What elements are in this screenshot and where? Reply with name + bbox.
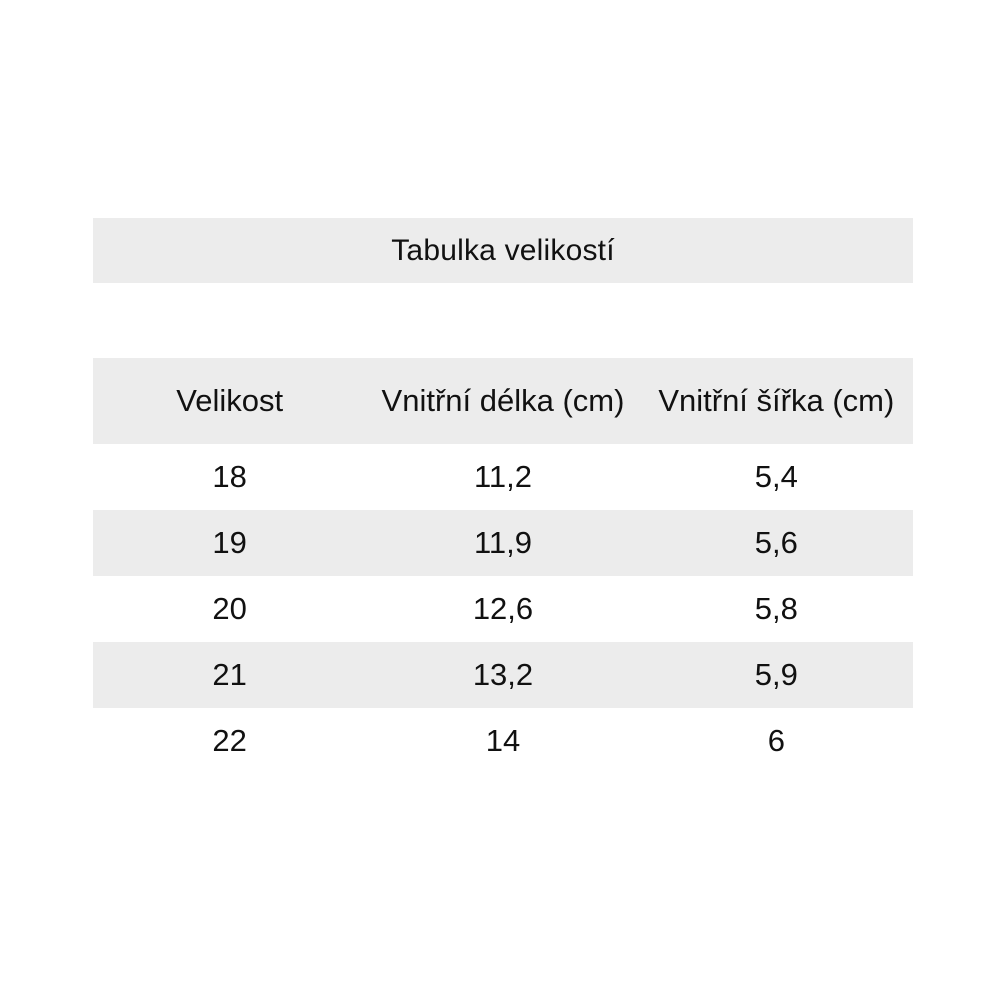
table-cell-length: 11,2 — [473, 459, 533, 494]
table-cell-length: 11,9 — [473, 525, 533, 560]
column-header-vnitrni-sirka: Vnitřní šířka (cm) — [658, 383, 895, 418]
table-row: 22 14 6 — [93, 708, 913, 774]
table-cell-size: 22 — [212, 723, 247, 758]
table-cell-size: 19 — [212, 525, 247, 560]
table-header-row: Velikost Vnitřní délka (cm) Vnitřní šířk… — [93, 358, 913, 444]
table-cell-width: 5,6 — [754, 525, 798, 560]
table-title-banner: Tabulka velikostí — [93, 218, 913, 283]
table-title: Tabulka velikostí — [391, 233, 615, 267]
table-cell-size: 21 — [212, 657, 247, 692]
table-cell-width: 5,4 — [754, 459, 798, 494]
table-row: 20 12,6 5,8 — [93, 576, 913, 642]
table-row: 18 11,2 5,4 — [93, 444, 913, 510]
table-cell-width: 5,9 — [754, 657, 798, 692]
table-cell-width: 5,8 — [754, 591, 798, 626]
size-table: Tabulka velikostí Velikost Vnitřní délka… — [93, 218, 913, 774]
table-cell-width: 6 — [767, 723, 785, 758]
table-cell-size: 18 — [212, 459, 247, 494]
title-header-gap — [93, 283, 913, 358]
table-cell-length: 14 — [485, 723, 521, 758]
table-row: 21 13,2 5,9 — [93, 642, 913, 708]
table-cell-length: 12,6 — [472, 591, 534, 626]
table-cell-size: 20 — [212, 591, 247, 626]
column-header-velikost: Velikost — [176, 383, 284, 418]
column-header-vnitrni-delka: Vnitřní délka (cm) — [381, 383, 625, 418]
table-cell-length: 13,2 — [472, 657, 534, 692]
table-row: 19 11,9 5,6 — [93, 510, 913, 576]
